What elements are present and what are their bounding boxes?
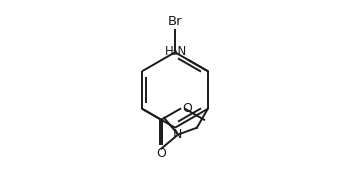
Text: O: O <box>156 146 166 159</box>
Text: Br: Br <box>168 15 182 28</box>
Text: H₂N: H₂N <box>165 45 187 58</box>
Text: N: N <box>172 128 182 141</box>
Text: O: O <box>182 102 192 115</box>
